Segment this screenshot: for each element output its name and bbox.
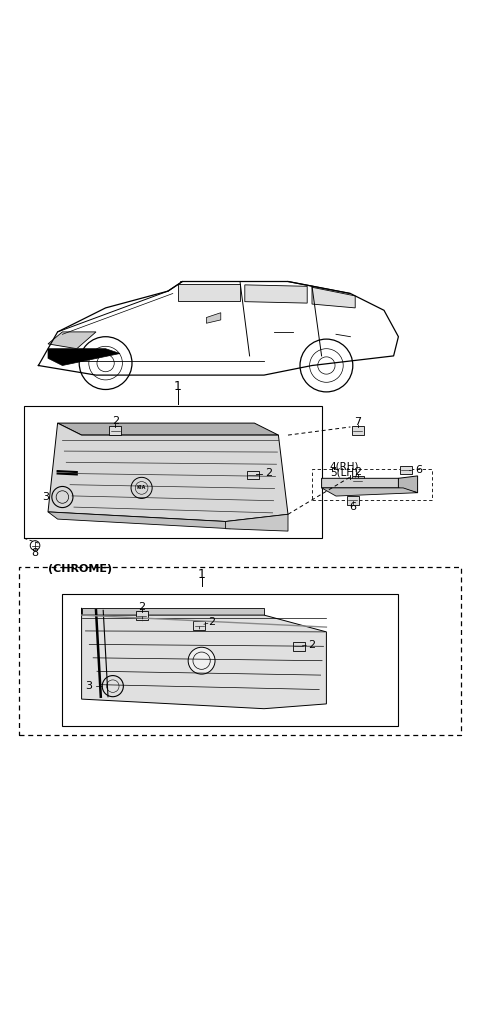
Bar: [193, 622, 205, 630]
Polygon shape: [48, 512, 230, 529]
Bar: [351, 427, 364, 435]
Text: 2: 2: [265, 469, 272, 479]
Text: 2: 2: [208, 616, 215, 627]
Polygon shape: [245, 285, 307, 303]
Bar: [24, 407, 322, 538]
Polygon shape: [82, 608, 326, 708]
Polygon shape: [178, 284, 240, 301]
Bar: [135, 611, 148, 620]
Text: 5(LH): 5(LH): [331, 467, 359, 477]
Bar: [351, 476, 364, 485]
Text: 3: 3: [42, 492, 49, 502]
Text: 1: 1: [174, 380, 181, 393]
Polygon shape: [48, 348, 120, 366]
Bar: [247, 471, 259, 479]
Text: 1: 1: [198, 568, 205, 581]
Bar: [109, 427, 121, 435]
Bar: [399, 466, 412, 475]
Polygon shape: [58, 423, 278, 435]
Text: 3: 3: [85, 681, 92, 691]
Bar: [312, 469, 432, 500]
Bar: [62, 593, 398, 726]
Polygon shape: [398, 476, 418, 493]
Text: 8: 8: [32, 547, 38, 557]
Text: 7: 7: [354, 417, 361, 427]
Polygon shape: [48, 423, 288, 522]
Polygon shape: [322, 478, 403, 488]
Circle shape: [188, 647, 215, 675]
Polygon shape: [48, 332, 96, 348]
Bar: [19, 568, 461, 735]
Text: KIA: KIA: [137, 485, 146, 490]
Text: 2: 2: [138, 602, 145, 612]
Text: 2: 2: [354, 467, 361, 477]
Text: 6: 6: [349, 502, 356, 513]
Polygon shape: [82, 608, 264, 615]
Text: (CHROME): (CHROME): [48, 565, 112, 575]
Text: 2: 2: [309, 640, 315, 650]
Polygon shape: [322, 488, 418, 496]
Text: 4(RH): 4(RH): [330, 462, 360, 472]
Polygon shape: [226, 515, 288, 531]
Text: 6: 6: [416, 465, 422, 475]
Polygon shape: [206, 313, 221, 323]
Polygon shape: [312, 287, 355, 308]
Bar: [292, 642, 305, 650]
Text: 2: 2: [112, 416, 119, 426]
Bar: [347, 496, 359, 504]
